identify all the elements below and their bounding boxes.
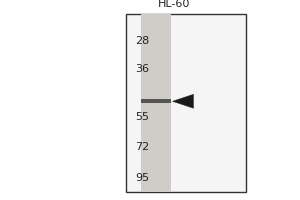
Bar — [141, 14, 171, 192]
Text: HL-60: HL-60 — [158, 0, 190, 9]
Text: 36: 36 — [135, 64, 149, 74]
Text: 72: 72 — [135, 142, 149, 152]
Text: 55: 55 — [135, 112, 149, 122]
Bar — [126, 14, 246, 192]
Text: 28: 28 — [135, 36, 149, 46]
Polygon shape — [172, 94, 194, 108]
Bar — [141, 99, 171, 103]
Text: 95: 95 — [135, 173, 149, 183]
